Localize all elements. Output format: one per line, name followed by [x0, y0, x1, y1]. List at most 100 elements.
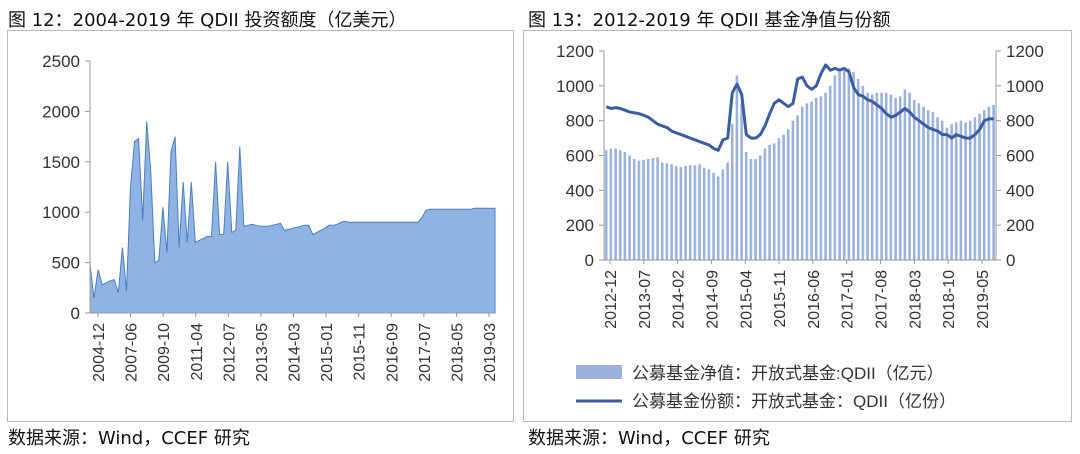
bar	[964, 122, 967, 261]
bar	[665, 163, 669, 260]
bar	[660, 162, 664, 260]
bar	[628, 155, 631, 260]
x-tick-label: 2015-04	[738, 270, 755, 329]
y-tick-label-right: 0	[1006, 251, 1015, 270]
bar	[814, 98, 818, 260]
bar	[796, 115, 799, 261]
x-tick-label: 2019-03	[482, 323, 499, 382]
bar	[805, 103, 809, 261]
figure-12-title: 图 12：2004-2019 年 QDII 投资额度（亿美元）	[8, 10, 407, 31]
y-tick-label: 500	[52, 254, 80, 273]
bar	[749, 159, 753, 260]
bar	[833, 75, 837, 261]
qdii-nav-share-chart: 0 0 200 200 400 400 600 600 800 800 1000 1000 1200 12…	[556, 42, 1044, 411]
bar	[782, 134, 785, 260]
x-tick-label: 2013-07	[637, 270, 654, 329]
bar	[992, 105, 995, 260]
bar	[754, 159, 757, 260]
x-tick-label: 2014-09	[704, 270, 721, 329]
y-tick-label-right: 1000	[1006, 77, 1044, 96]
bar	[847, 68, 851, 261]
bar	[982, 110, 986, 260]
bar	[800, 106, 804, 260]
y-tick-label: 2500	[42, 52, 80, 71]
bar	[870, 94, 874, 260]
bar	[917, 103, 921, 261]
bar	[926, 110, 930, 260]
bar	[838, 71, 841, 261]
bar	[716, 176, 720, 260]
x-tick-label: 2013-05	[254, 323, 271, 382]
bar	[889, 94, 893, 260]
y-tick-label-left: 800	[566, 112, 594, 131]
x-tick-label: 2009-10	[156, 323, 173, 382]
y-tick-label-right: 200	[1006, 216, 1034, 235]
bar	[884, 92, 888, 260]
bar	[777, 138, 781, 260]
bar	[623, 152, 627, 260]
legend-swatch-bar	[576, 365, 622, 379]
bar	[684, 165, 687, 260]
bar	[614, 148, 617, 260]
bar	[936, 117, 939, 260]
x-tick-label: 2004-12	[91, 323, 108, 382]
x-tick-label: 2015-01	[319, 323, 336, 382]
x-tick-label: 2018-05	[449, 323, 466, 382]
bar	[959, 120, 963, 260]
bar	[698, 164, 701, 260]
x-tick-label: 2007-06	[124, 323, 141, 382]
bar	[950, 124, 953, 260]
bar	[954, 122, 958, 261]
bar	[842, 70, 846, 260]
bar	[679, 166, 683, 260]
y-tick-label-right: 800	[1006, 112, 1034, 131]
chart-panel-left: 0 500 1000 1500 2000 2500 2004-12 2007-06 2009-1…	[7, 30, 514, 422]
figure-13-source: 数据来源：Wind，CCEF 研究	[528, 428, 770, 449]
bar	[730, 124, 734, 260]
bar	[712, 172, 715, 260]
series-line	[605, 63, 994, 152]
bar	[726, 162, 729, 260]
bar	[945, 127, 949, 260]
bar	[978, 113, 981, 260]
x-tick-label: 2016-06	[806, 270, 823, 329]
series-area	[89, 121, 496, 314]
bar	[786, 129, 790, 260]
figure-13-title: 图 13：2012-2019 年 QDII 基金净值与份额	[528, 10, 891, 31]
bar	[987, 106, 991, 260]
bar	[912, 99, 916, 260]
bar	[632, 159, 636, 260]
bar	[866, 92, 869, 260]
bar	[604, 150, 608, 260]
bar	[763, 148, 767, 260]
qdii-quota-area-chart: 0 500 1000 1500 2000 2500 2004-12 2007-06 2009-1…	[42, 52, 499, 382]
legend: 公募基金净值：开放式基金:QDII（亿元） 公募基金份额：开放式基金：QDII（亿…	[576, 364, 956, 411]
bar	[707, 169, 711, 260]
bar	[670, 164, 673, 260]
bar	[758, 155, 762, 260]
bar	[642, 159, 645, 260]
y-tick-label-left: 1200	[556, 42, 594, 61]
bar	[772, 143, 776, 260]
y-tick-label-right: 400	[1006, 181, 1034, 200]
y-tick-label-right: 1200	[1006, 42, 1044, 61]
bar	[609, 148, 613, 260]
bar	[861, 85, 865, 260]
bar	[828, 85, 832, 260]
bar	[922, 106, 925, 260]
bar	[903, 89, 907, 260]
y-tick-label-left: 200	[566, 216, 594, 235]
bar	[702, 167, 706, 260]
x-tick-label: 2017-08	[874, 270, 891, 329]
bar	[637, 160, 641, 260]
x-tick-label: 2012-07	[221, 323, 238, 382]
bar	[735, 75, 739, 261]
bar	[880, 92, 883, 260]
bar	[968, 120, 972, 260]
x-tick-label: 2011-04	[189, 323, 206, 381]
bar	[819, 96, 823, 260]
bar	[721, 169, 725, 260]
bar	[768, 145, 771, 260]
y-tick-label-left: 400	[566, 181, 594, 200]
x-tick-label: 2019-05	[975, 270, 992, 329]
